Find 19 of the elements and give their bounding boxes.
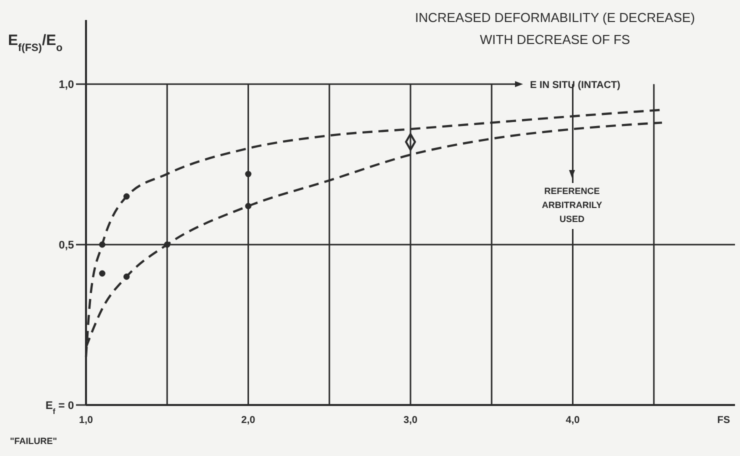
point [123, 193, 130, 200]
y-tick-label: 0,5 [58, 240, 74, 252]
y-tick-label: E$_{f}$ = 0 [45, 400, 74, 416]
x-tick-label: 1,0 [79, 415, 94, 426]
y-axis-title: E$_{f(FS)}$/E$_{o}$ [8, 32, 63, 54]
point [164, 241, 170, 248]
x-tick-label: 4,0 [566, 415, 580, 426]
chart-title: INCREASED DEFORMABILITY (E DECREASE) WITH DECREASE OF FS [414, 10, 696, 47]
y-tick-label: 1,0 [58, 79, 74, 92]
point [123, 274, 130, 280]
x-axis-title: FS [717, 415, 730, 426]
annotation: REFERENCE ARBITRARILY USED [542, 186, 602, 224]
point [245, 202, 252, 210]
x-tick-label: 3,0 [404, 415, 418, 426]
point [99, 241, 106, 248]
point [245, 170, 252, 178]
text: "FAILURE" [10, 436, 58, 446]
point [99, 270, 106, 277]
x-tick-label: 2,0 [241, 415, 256, 426]
